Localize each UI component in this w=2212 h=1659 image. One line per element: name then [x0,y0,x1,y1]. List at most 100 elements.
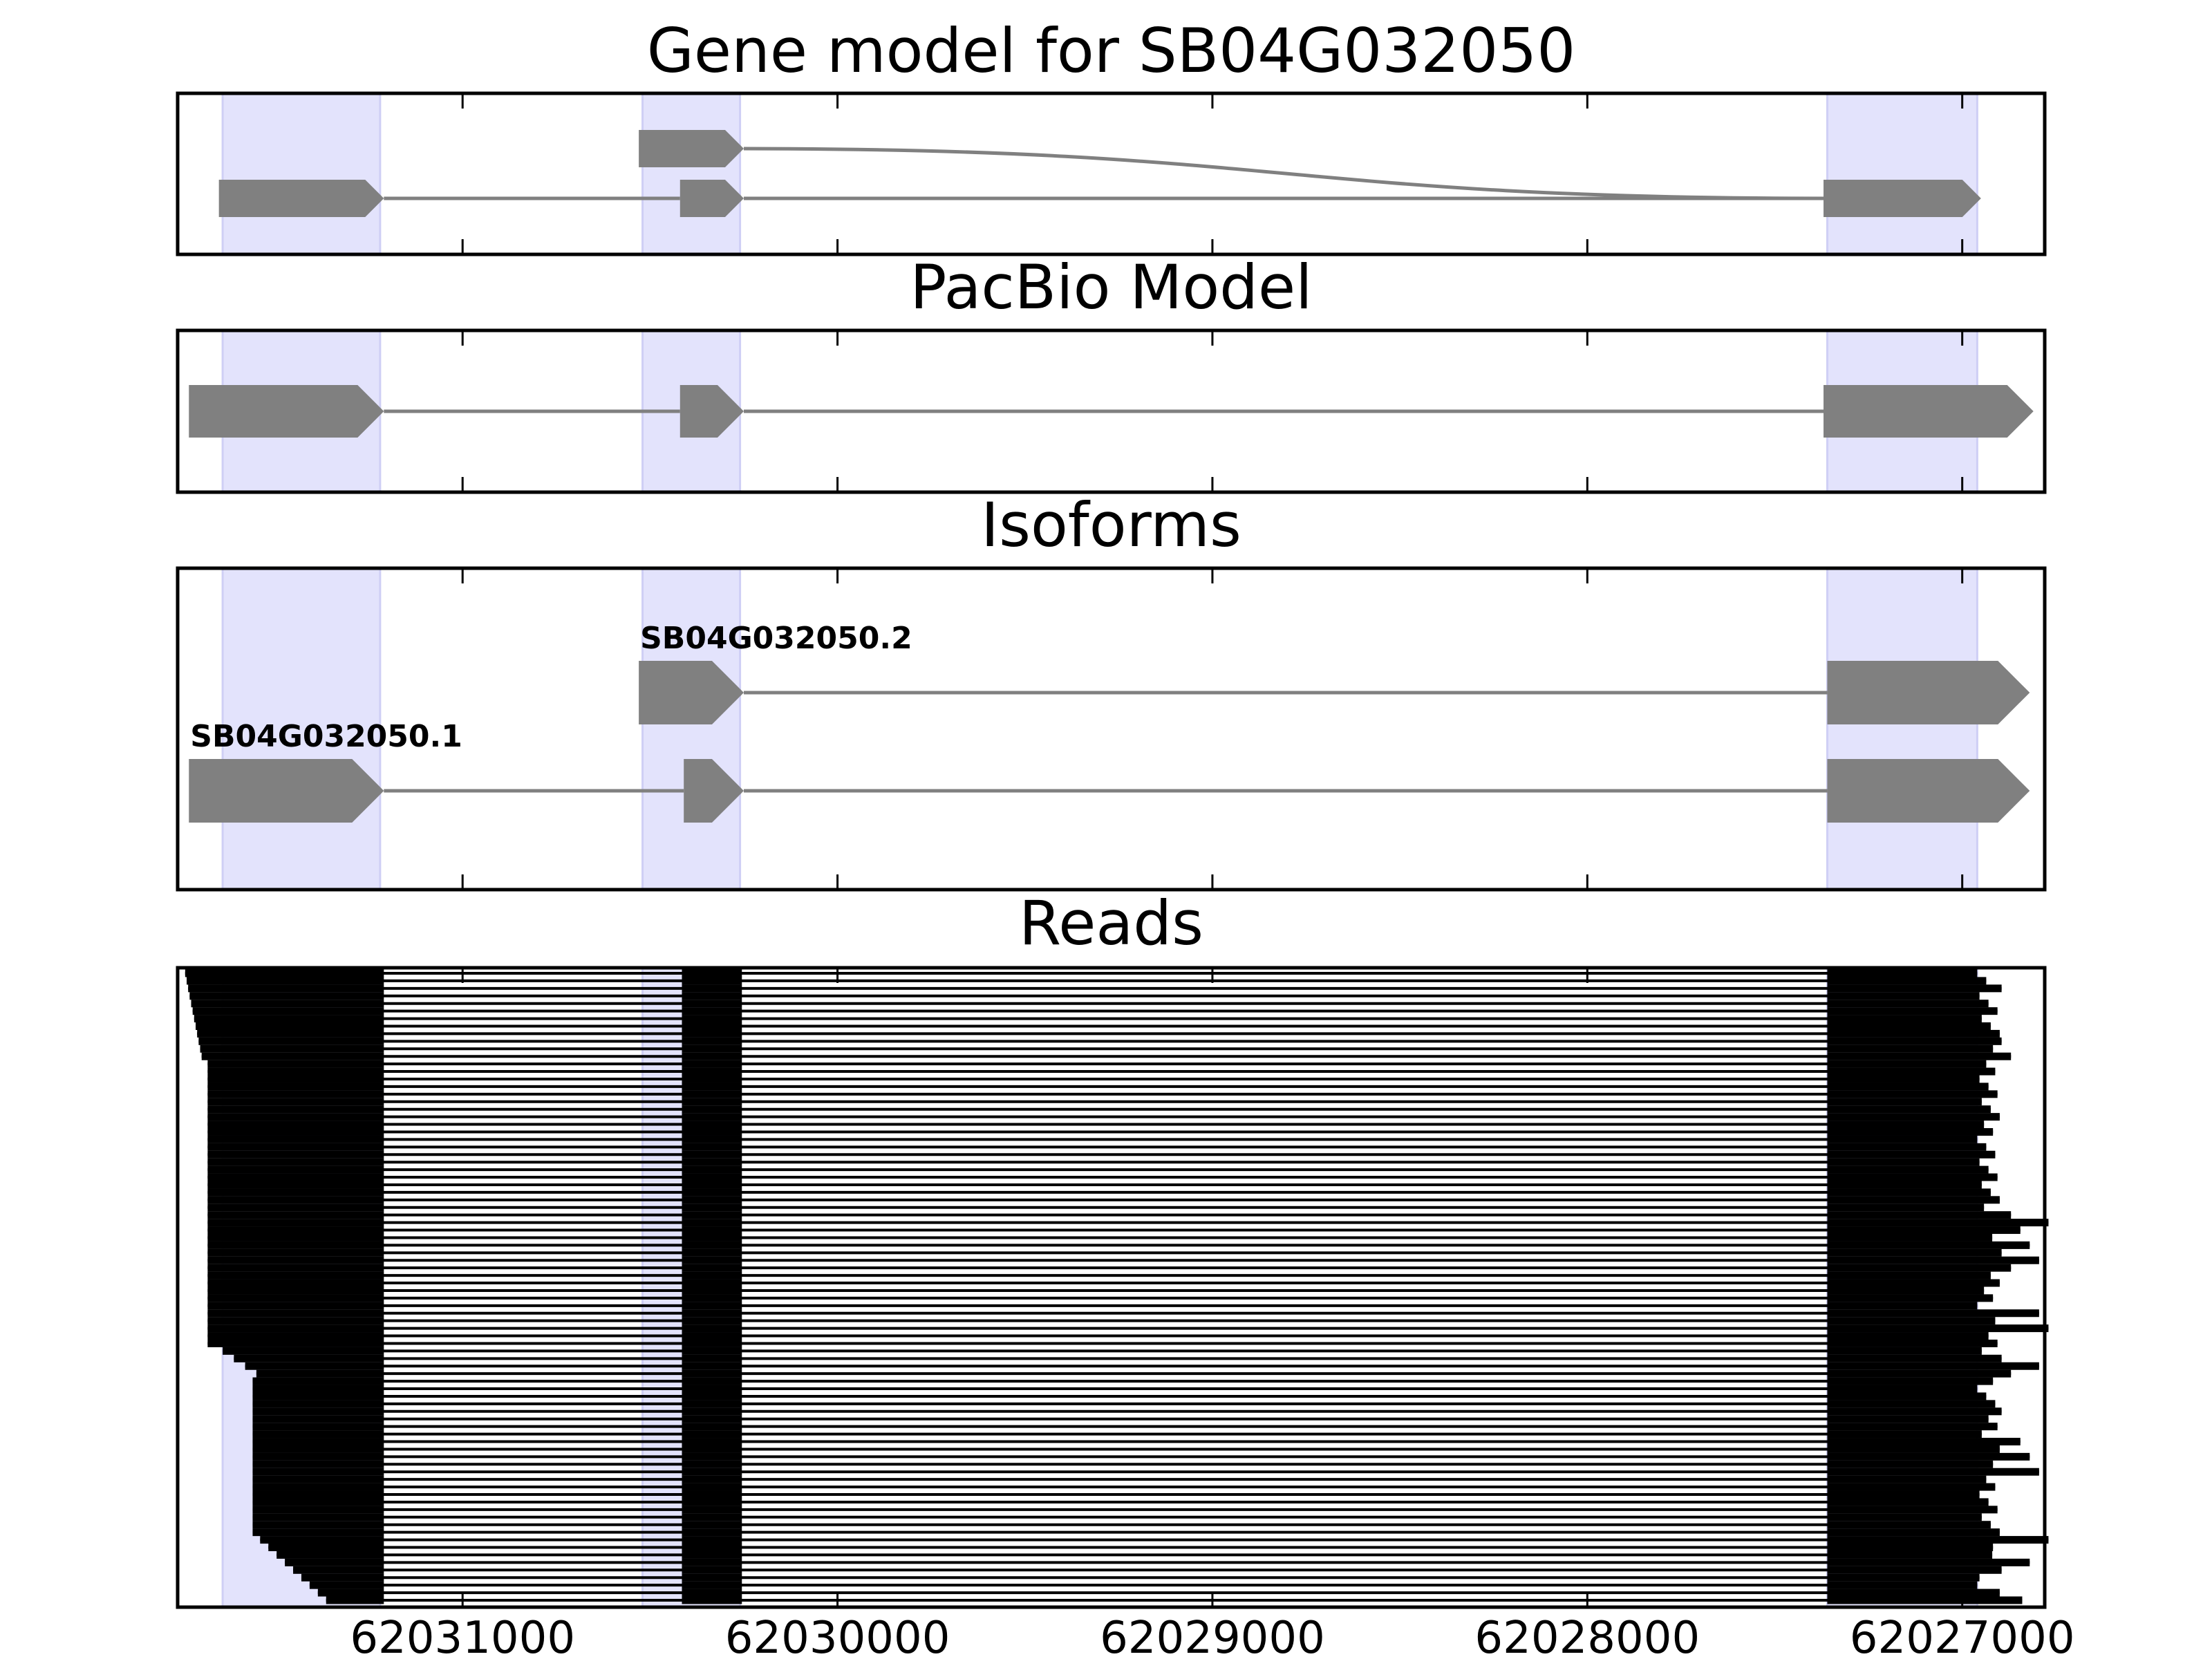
read-block [252,1475,384,1483]
read [198,1037,2002,1045]
read-block [682,1369,742,1378]
read-block [301,1573,384,1582]
read-block [1827,1317,1996,1325]
read-block [682,1271,742,1280]
read [188,984,2002,993]
x-tick-label: 62031000 [350,1613,575,1659]
exon [1827,661,2030,724]
read-block [1827,1354,2002,1362]
read [252,1392,1987,1400]
read [207,1075,1980,1083]
x-tick-label: 62029000 [1100,1613,1325,1659]
read-block [1827,1385,1978,1393]
read-block [682,1309,742,1318]
read-block [682,1385,742,1393]
read [207,1302,1978,1310]
read-block [682,1294,742,1302]
exon [218,180,384,217]
read-block [682,1286,742,1295]
read-block [682,1528,742,1537]
read-block [1827,1029,2000,1038]
read [207,1143,1987,1151]
read [207,1226,2021,1235]
read-block [682,1475,742,1483]
x-tick-label: 62030000 [725,1613,950,1659]
read-block [1827,1506,1998,1514]
read-block [1827,1121,1985,1129]
read-block [682,1029,742,1038]
read [207,1317,1996,1325]
read-block [207,1090,384,1098]
read [207,1150,1996,1159]
read-block [682,1362,742,1370]
read-block [207,1082,384,1091]
read-block [682,1264,742,1272]
read-block [187,977,384,985]
read-block [682,1536,742,1544]
read-block [1827,1445,2000,1453]
read [252,1452,2030,1461]
read-block [682,1090,742,1098]
read-block [197,1029,384,1038]
read-block [207,1302,384,1310]
read-block [260,1536,384,1544]
highlight-region [641,567,742,891]
read-block [682,1211,742,1219]
read-block [207,1105,384,1114]
read-block [207,1332,384,1340]
read-block [207,1113,384,1121]
exon [639,661,744,724]
read [234,1354,2002,1362]
read-block [682,1007,742,1015]
read [252,1490,1980,1499]
exon [189,385,384,438]
read-block [1827,1596,2023,1604]
read [252,1400,1996,1408]
read-block [1827,1438,2021,1446]
read-block [1827,1037,2002,1045]
read-block [1827,1573,1980,1582]
read [252,1377,1994,1385]
read-block [252,1498,384,1506]
read-block [682,1430,742,1438]
read-block [682,1445,742,1453]
read [223,1347,1982,1355]
read [252,1407,2002,1416]
read-block [1827,1075,1980,1083]
read [197,1029,2000,1038]
read [207,1188,1991,1197]
highlight-region [1826,567,1978,891]
read-block [207,1233,384,1241]
read-block [682,1339,742,1347]
read-block [682,1150,742,1159]
read-block [256,1369,384,1378]
read [207,1121,1985,1129]
read-block [1827,1452,2030,1461]
read-block [1827,1150,1996,1159]
read-block [207,1279,384,1287]
read-block [198,1037,384,1045]
read-block [207,1196,384,1204]
read-block [252,1452,384,1461]
read-block [207,1324,384,1333]
read-block [207,1135,384,1143]
read [207,1339,1998,1347]
read-block [207,1309,384,1318]
read-block [201,1052,384,1060]
read-block [682,1082,742,1091]
read-block [1827,1550,1993,1559]
read [207,1090,1998,1098]
read [189,992,1980,1000]
read-block [207,1248,384,1257]
exon [189,759,384,823]
read-block [682,1044,742,1053]
read-block [1827,1468,2039,1476]
read [252,1513,1982,1521]
exon [679,385,744,438]
read-block [309,1581,384,1589]
read-block [1827,1339,1998,1347]
read-block [1827,1219,2049,1227]
read [207,1082,1989,1091]
read [207,1105,1991,1114]
reads-group [185,969,2049,1604]
